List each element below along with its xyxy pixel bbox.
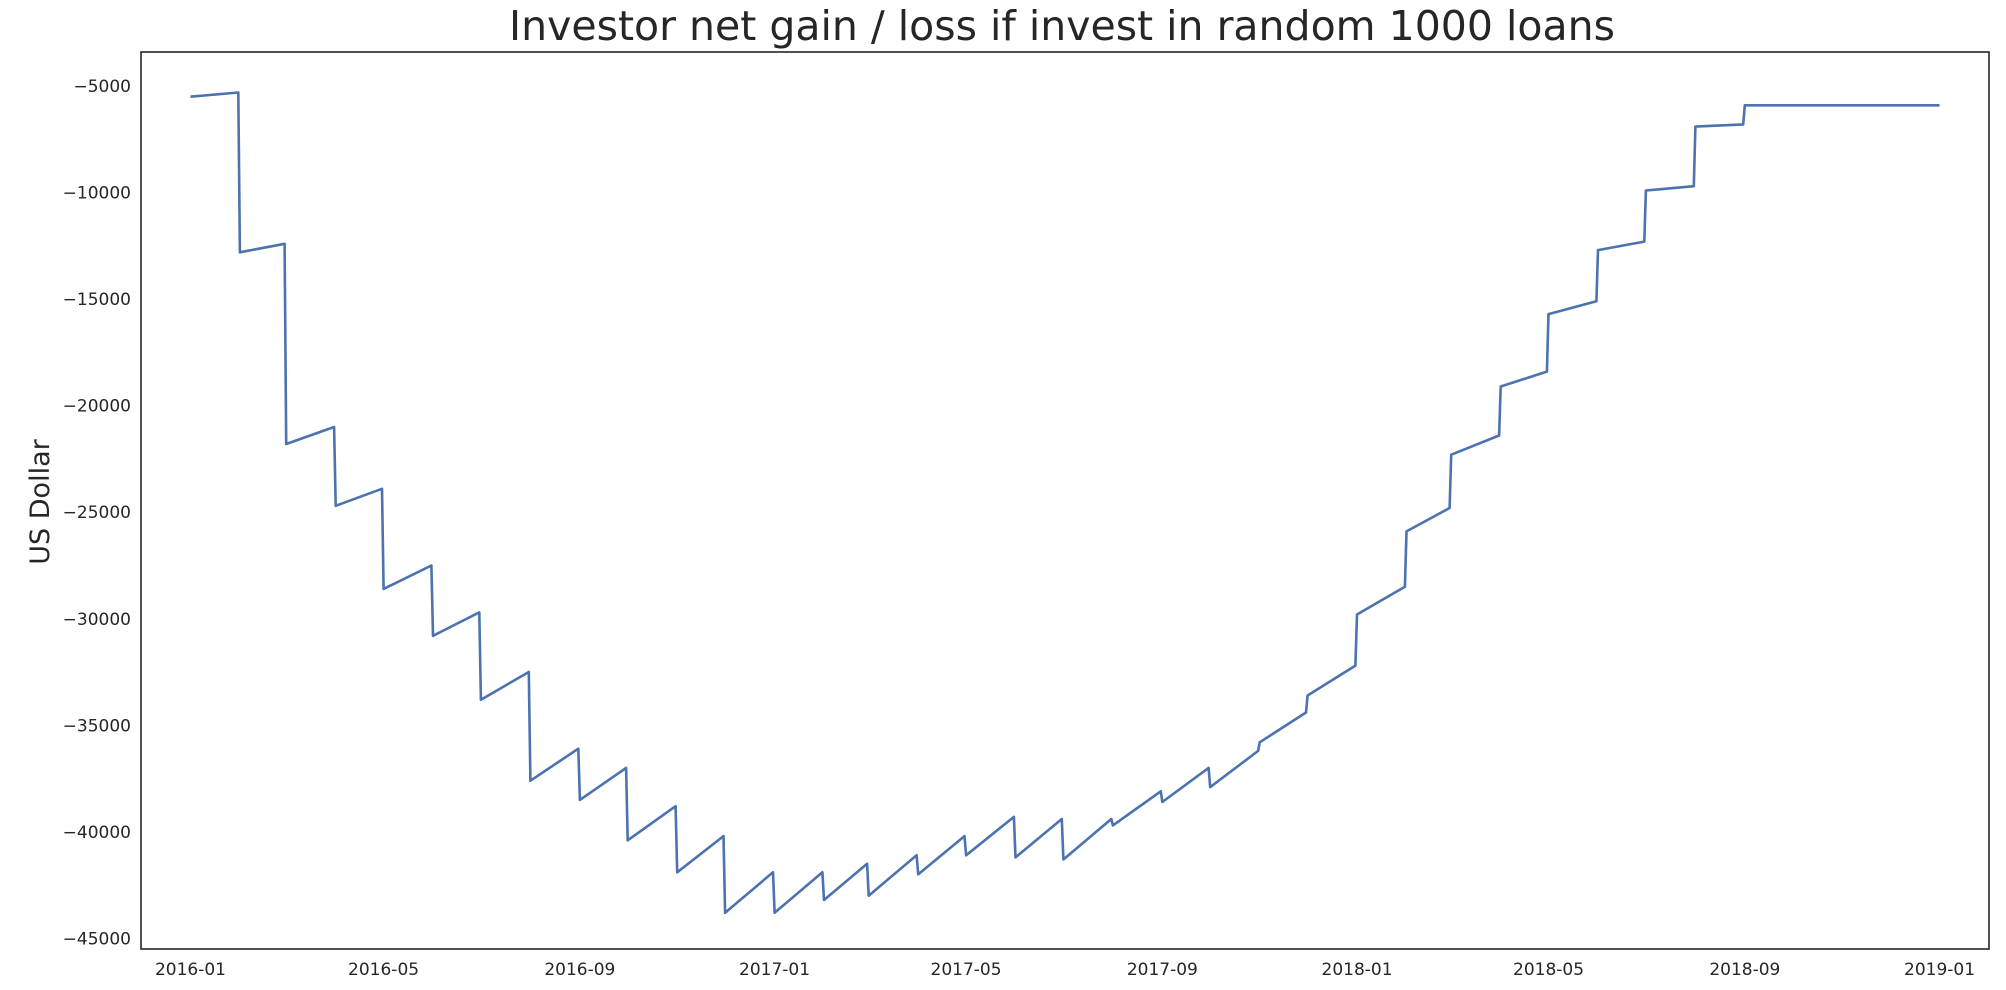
y-tick-label: −40000	[63, 823, 131, 843]
y-tick-label: −5000	[73, 77, 131, 97]
x-tick-label: 2016-09	[544, 960, 615, 980]
x-tick-label: 2018-01	[1322, 960, 1393, 980]
x-tick-label: 2018-09	[1709, 960, 1780, 980]
series-line-0	[190, 91, 1940, 915]
y-tick-label: −45000	[63, 929, 131, 949]
x-tick-label: 2019-01	[1904, 960, 1975, 980]
x-tick-label: 2016-01	[155, 960, 226, 980]
y-axis-label: US Dollar	[25, 438, 56, 564]
y-tick-label: −30000	[63, 610, 131, 630]
x-tick-label: 2016-05	[348, 960, 419, 980]
x-tick-label: 2018-05	[1513, 960, 1584, 980]
x-tick-label: 2017-01	[739, 960, 810, 980]
x-tick-label: 2017-05	[931, 960, 1002, 980]
x-tick-label: 2017-09	[1127, 960, 1198, 980]
y-axis-ticks: −5000 −10000 −15000 −20000 −25000 −30000 −3500…	[63, 77, 131, 949]
series-layer	[190, 91, 1940, 915]
y-tick-label: −15000	[63, 290, 131, 310]
chart-title: Investor net gain / loss if invest in ra…	[509, 2, 1615, 50]
y-tick-label: −10000	[63, 184, 131, 204]
y-tick-label: −35000	[63, 716, 131, 736]
y-tick-label: −25000	[63, 503, 131, 523]
plot-area-frame	[140, 51, 1990, 950]
y-tick-label: −20000	[63, 397, 131, 417]
x-axis-ticks: 2016-01 2016-05 2016-09 2017-01 2017-05 2017-…	[155, 960, 1975, 980]
